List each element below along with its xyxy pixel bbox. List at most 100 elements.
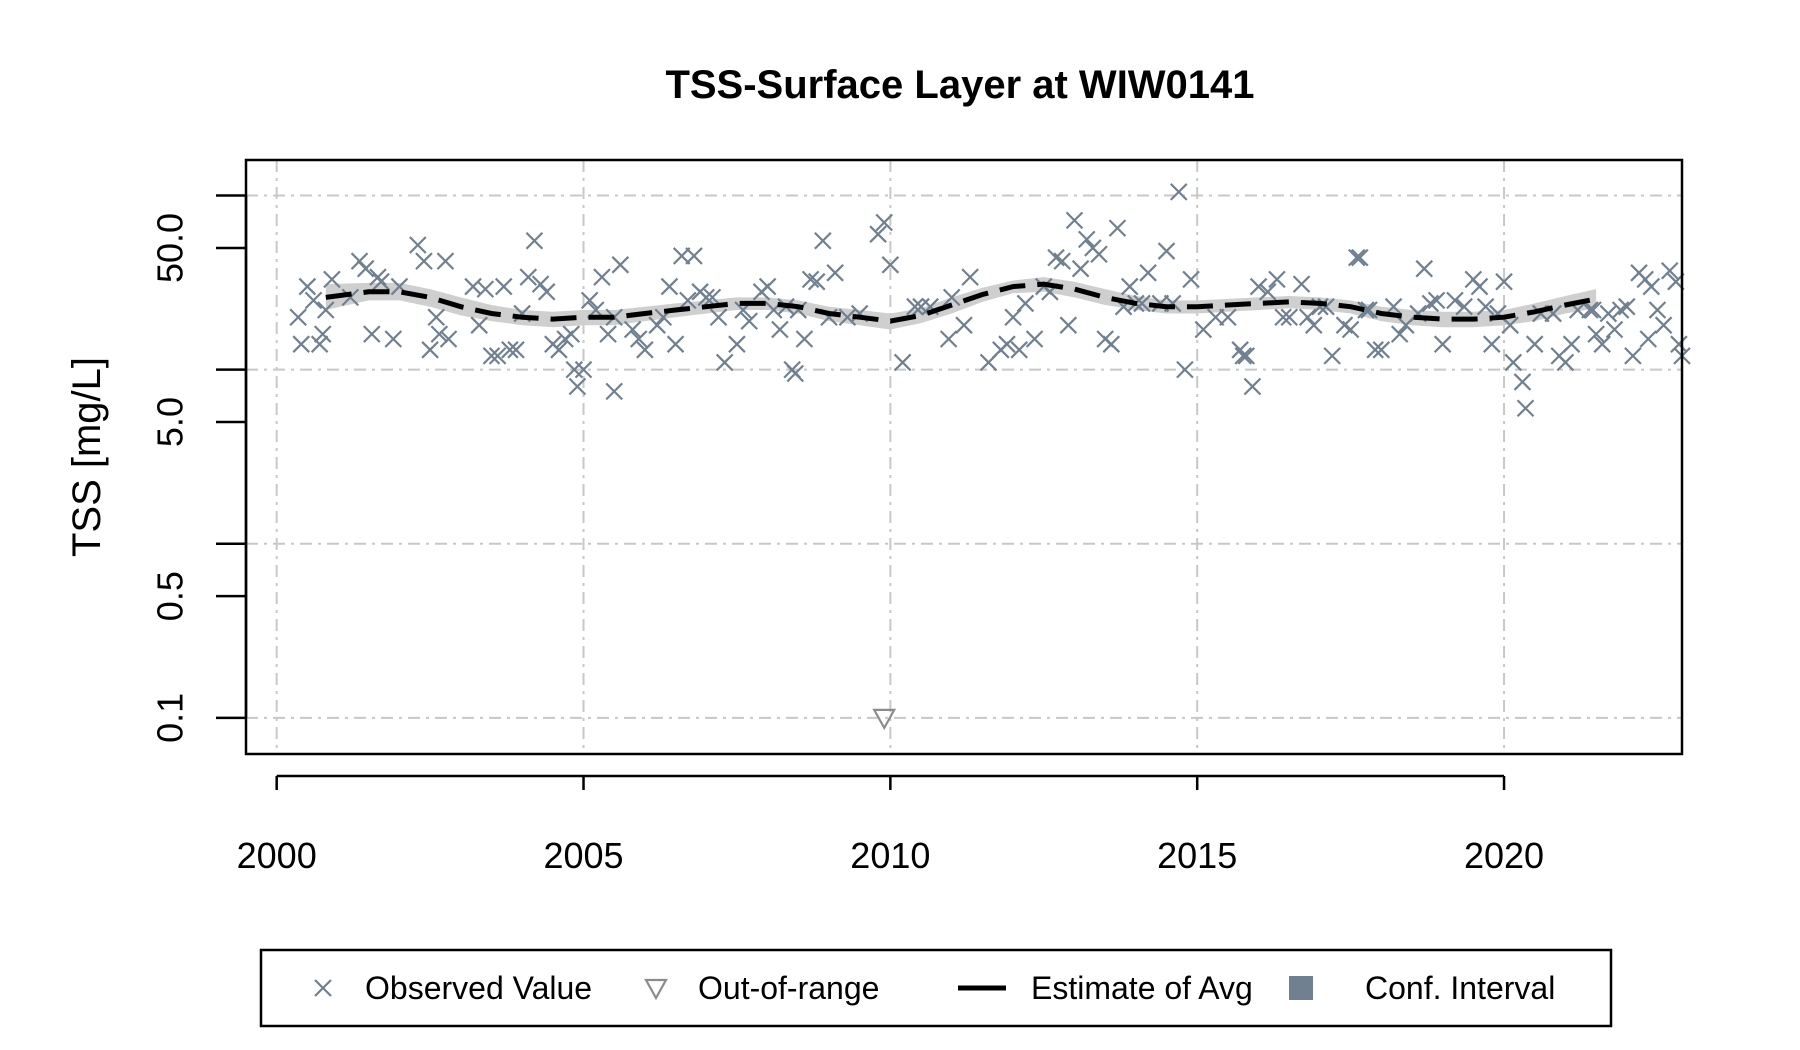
observed-point-stroke	[1258, 283, 1277, 301]
observed-point-stroke	[580, 291, 599, 310]
observed-point-stroke	[758, 277, 777, 296]
observed-point-stroke	[1617, 297, 1636, 316]
observed-point	[439, 330, 458, 348]
observed-point	[955, 316, 973, 334]
observed-point-stroke	[568, 377, 587, 396]
observed-point	[1357, 301, 1375, 319]
observed-point-stroke	[1605, 320, 1624, 339]
observed-point	[310, 335, 329, 353]
observed-point-stroke	[795, 330, 814, 348]
observed-point-stroke	[636, 341, 654, 359]
observed-point	[629, 330, 648, 348]
observed-point	[1102, 335, 1121, 353]
observed-point	[1482, 335, 1501, 353]
observed-point	[1280, 308, 1299, 327]
observed-point	[623, 320, 642, 339]
observed-point	[605, 382, 623, 401]
observed-point-stroke	[1016, 294, 1035, 313]
observed-point-stroke	[341, 288, 360, 307]
grid-lines	[246, 160, 1682, 754]
observed-point-stroke	[1151, 294, 1170, 313]
observed-point-stroke	[679, 291, 697, 310]
y-tick-label: 5.0	[150, 397, 191, 447]
observed-point-stroke	[1660, 261, 1679, 280]
observed-point-stroke	[1090, 245, 1108, 264]
observed-point	[758, 277, 777, 296]
observed-point-stroke	[1556, 353, 1575, 372]
observed-point-stroke	[1120, 277, 1139, 296]
confidence-band	[325, 277, 1597, 330]
observed-point-stroke	[1077, 230, 1096, 249]
observed-point	[1139, 264, 1157, 282]
chart-title: TSS-Surface Layer at WIW0141	[665, 63, 1254, 107]
observed-point	[1390, 325, 1409, 343]
observed-point	[679, 291, 697, 310]
observed-point-stroke	[1599, 304, 1618, 323]
observed-point	[409, 236, 427, 254]
observed-point	[550, 341, 568, 359]
observed-point	[1642, 277, 1661, 296]
square-icon	[1289, 976, 1313, 1000]
observed-point-stroke	[427, 308, 446, 327]
observed-point	[1292, 275, 1311, 293]
observed-point	[470, 316, 488, 334]
observed-point	[740, 312, 758, 330]
observed-point	[1025, 330, 1044, 348]
observed-point	[1243, 377, 1262, 396]
observed-point-stroke	[1415, 259, 1434, 278]
legend-box	[259, 948, 1613, 1028]
observed-point-stroke	[1025, 330, 1044, 348]
observed-point	[316, 301, 335, 319]
observed-point	[636, 341, 654, 359]
observed-point-stroke	[372, 272, 390, 291]
observed-point	[1305, 316, 1323, 334]
observed-point-stroke	[1587, 325, 1605, 343]
observed-point	[436, 252, 455, 270]
observed-point-stroke	[292, 335, 311, 353]
observed-point-stroke	[1562, 335, 1581, 353]
observed-point-stroke	[304, 291, 323, 310]
observed-point	[1347, 248, 1366, 267]
legend: Observed Value Out-of-range Estimate of …	[259, 948, 1613, 1028]
observed-point	[1010, 341, 1029, 359]
observed-point	[531, 275, 550, 293]
observed-point-stroke	[605, 382, 623, 401]
observed-point	[1133, 294, 1151, 313]
observed-point	[715, 353, 734, 372]
observed-point	[1639, 330, 1658, 348]
observed-point-stroke	[1323, 347, 1341, 365]
triangle-down-icon	[644, 978, 668, 1001]
observed-point-stroke	[356, 259, 375, 278]
observed-point	[826, 264, 844, 282]
observed-point-stroke	[1409, 304, 1427, 323]
observed-point	[1624, 347, 1642, 365]
observed-point-stroke	[1053, 252, 1071, 270]
observed-point	[525, 231, 544, 250]
legend-item-conf-interval: Conf. Interval	[1289, 970, 1555, 1006]
observed-point	[875, 213, 894, 232]
observed-point	[1182, 270, 1200, 289]
x-tick-label: 2020	[1464, 835, 1544, 876]
observed-point-stroke	[316, 301, 335, 319]
observed-point-stroke	[298, 277, 317, 296]
observed-point	[906, 297, 924, 316]
observed-point	[1108, 219, 1127, 237]
observed-point	[1476, 297, 1495, 316]
observed-point-stroke	[1311, 297, 1329, 316]
observed-point-stroke	[1182, 270, 1200, 289]
observed-point	[771, 320, 789, 339]
observed-point-stroke	[1525, 335, 1544, 353]
observed-point	[814, 231, 832, 250]
observed-point	[1071, 259, 1090, 278]
observed-point	[660, 277, 679, 296]
observed-point	[1341, 320, 1360, 339]
observed-point-stroke	[323, 270, 341, 289]
observed-point-stroke	[494, 277, 513, 296]
observed-point	[1016, 294, 1035, 313]
observed-point	[580, 291, 599, 310]
observed-point-stroke	[771, 320, 789, 339]
observed-point	[1584, 301, 1602, 319]
observed-point-stroke	[709, 308, 728, 327]
observed-point-stroke	[672, 247, 691, 265]
observed-point	[1053, 252, 1071, 270]
